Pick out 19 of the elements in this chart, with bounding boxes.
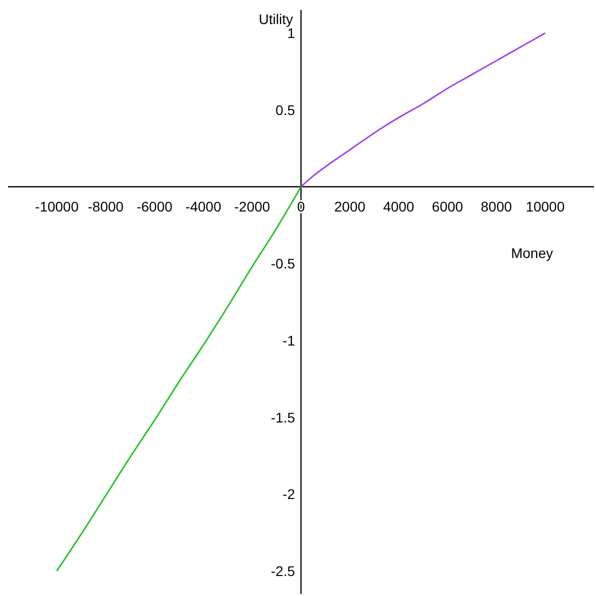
x-tick-label: -4000 (185, 198, 222, 215)
x-tick-label: 8000 (480, 198, 512, 215)
y-axis-title: Utility (258, 11, 293, 27)
y-tick-label: -2 (282, 486, 296, 502)
y-tick-label: -1.5 (270, 409, 296, 426)
x-tick-label: -6000 (136, 198, 173, 215)
x-tick-label: 6000 (432, 198, 464, 215)
x-tick-label: -2000 (234, 198, 270, 215)
y-tick-label: -0.5 (270, 256, 296, 272)
x-tick-label: 2000 (334, 198, 366, 215)
x-tick-label: -10000 (35, 198, 79, 215)
y-tick-label: 0.5 (276, 102, 296, 118)
x-tick-label: 10000 (526, 198, 565, 215)
x-tick-label: -8000 (88, 198, 124, 215)
x-tick-label: 4000 (383, 198, 414, 215)
y-tick-label: -1 (282, 332, 296, 348)
line-series (300, 32, 546, 188)
y-tick-label: -2.5 (270, 562, 296, 579)
x-axis-title: Money (510, 245, 553, 261)
